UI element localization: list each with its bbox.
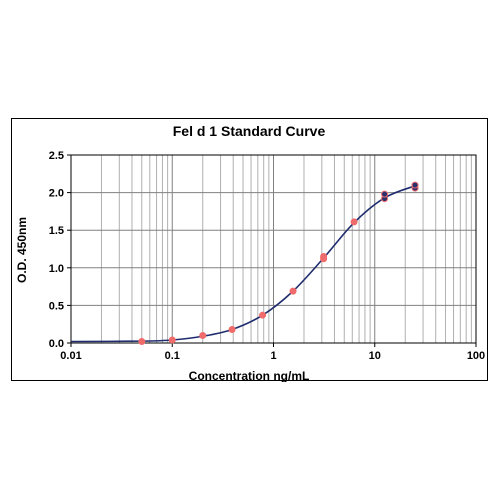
x-tick-label: 1 (270, 350, 276, 362)
data-point (228, 325, 236, 333)
y-tick-label: 1.0 (49, 263, 64, 275)
x-tick-labels: 0.01 0.1 1 10 100 (60, 350, 485, 362)
x-tick-label: 0.01 (60, 350, 81, 362)
y-tick-label: 0.0 (49, 338, 64, 350)
y-tick-label: 0.5 (49, 300, 64, 312)
chart-frame: Fel d 1 Standard Curve 0.0 0.5 1.0 1.5 2.0 2.… (11, 118, 488, 382)
y-tick-label: 1.5 (49, 225, 64, 237)
data-point (350, 218, 358, 226)
x-tick-label: 10 (369, 350, 381, 362)
data-point (411, 181, 419, 189)
chart-title: Fel d 1 Standard Curve (173, 123, 326, 139)
y-tick-labels: 0.0 0.5 1.0 1.5 2.0 2.5 (49, 150, 64, 350)
data-point (138, 337, 146, 345)
data-points (138, 181, 419, 345)
y-tick-label: 2.5 (49, 150, 64, 162)
y-axis-label: O.D. 450nm (15, 217, 29, 283)
x-tick-label: 0.1 (165, 350, 180, 362)
plot-area (70, 154, 477, 344)
x-tick-label: 100 (467, 350, 485, 362)
x-axis-label: Concentration ng/mL (189, 369, 310, 382)
data-point (259, 311, 267, 319)
data-point (381, 190, 389, 198)
data-point (289, 287, 297, 295)
data-point (320, 253, 328, 261)
y-tick-label: 2.0 (49, 188, 64, 200)
data-point (199, 331, 207, 339)
data-point (168, 336, 176, 344)
standard-curve-chart: Fel d 1 Standard Curve 0.0 0.5 1.0 1.5 2.0 2.… (15, 123, 485, 382)
